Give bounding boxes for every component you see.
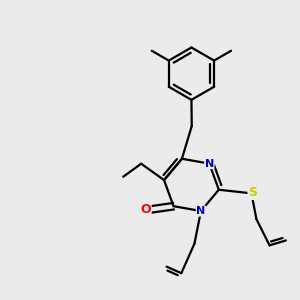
Text: O: O [140,203,151,216]
Text: N: N [196,206,206,216]
Text: S: S [248,187,257,200]
Text: N: N [205,159,214,169]
